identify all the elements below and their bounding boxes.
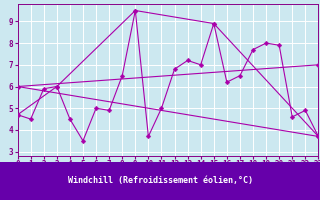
Text: Windchill (Refroidissement éolien,°C): Windchill (Refroidissement éolien,°C) bbox=[68, 176, 252, 186]
